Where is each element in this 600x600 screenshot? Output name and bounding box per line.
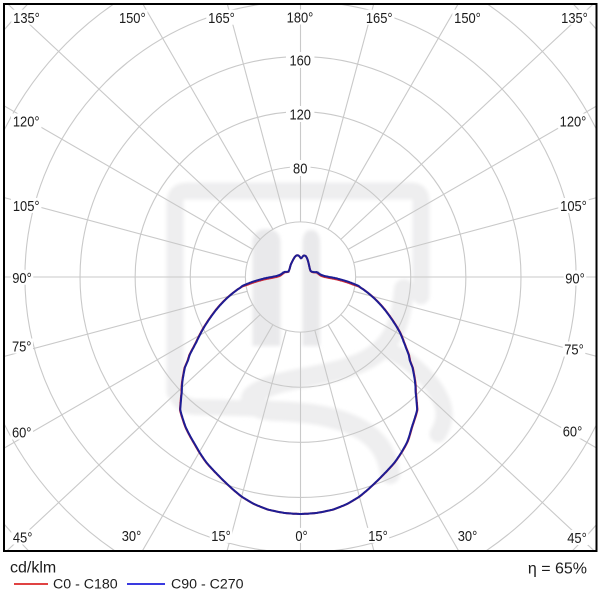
svg-text:cd/klm: cd/klm (10, 560, 56, 577)
svg-text:160: 160 (289, 52, 311, 69)
svg-text:0°: 0° (295, 527, 307, 544)
svg-text:60°: 60° (12, 424, 32, 441)
svg-text:15°: 15° (211, 527, 231, 544)
svg-text:150°: 150° (454, 9, 481, 26)
svg-text:150°: 150° (119, 9, 146, 26)
svg-text:75°: 75° (564, 341, 584, 358)
svg-text:105°: 105° (13, 197, 40, 214)
svg-text:120: 120 (289, 106, 311, 123)
svg-text:15°: 15° (368, 527, 388, 544)
svg-text:180°: 180° (287, 9, 314, 26)
svg-text:30°: 30° (458, 527, 478, 544)
svg-text:75°: 75° (12, 338, 32, 355)
svg-text:60°: 60° (563, 423, 583, 440)
svg-text:80: 80 (293, 160, 308, 177)
svg-text:90°: 90° (565, 270, 585, 287)
svg-text:45°: 45° (13, 529, 33, 546)
svg-text:η = 65%: η = 65% (528, 561, 587, 578)
svg-text:135°: 135° (13, 9, 40, 26)
svg-text:120°: 120° (560, 113, 587, 130)
svg-text:C90 - C270: C90 - C270 (171, 577, 244, 593)
svg-text:165°: 165° (208, 9, 235, 26)
svg-text:C0 - C180: C0 - C180 (53, 577, 118, 593)
svg-text:135°: 135° (561, 9, 588, 26)
svg-text:90°: 90° (12, 269, 32, 286)
svg-text:45°: 45° (567, 529, 587, 546)
svg-text:165°: 165° (366, 9, 393, 26)
svg-text:30°: 30° (122, 527, 142, 544)
svg-text:120°: 120° (13, 113, 40, 130)
svg-text:105°: 105° (560, 197, 587, 214)
